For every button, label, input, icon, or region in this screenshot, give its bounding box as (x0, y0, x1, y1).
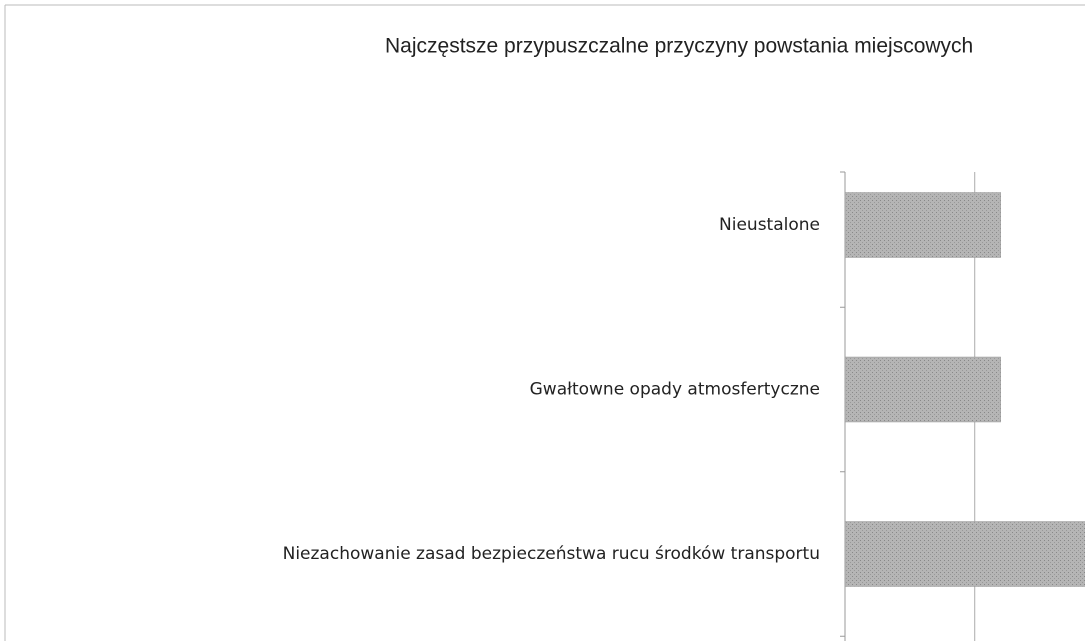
bar (844, 192, 1001, 258)
bar (844, 521, 1085, 587)
bar (844, 356, 1001, 423)
y-tick-label: Nieustalone (719, 215, 820, 235)
y-tick-label: Niezachowanie zasad bezpieczeństwa rucu … (283, 544, 820, 564)
y-tick-label: Gwałtowne opady atmosfertyczne (530, 380, 820, 400)
chart-title: Najczęstsze przypuszczalne przyczyny pow… (385, 35, 973, 58)
